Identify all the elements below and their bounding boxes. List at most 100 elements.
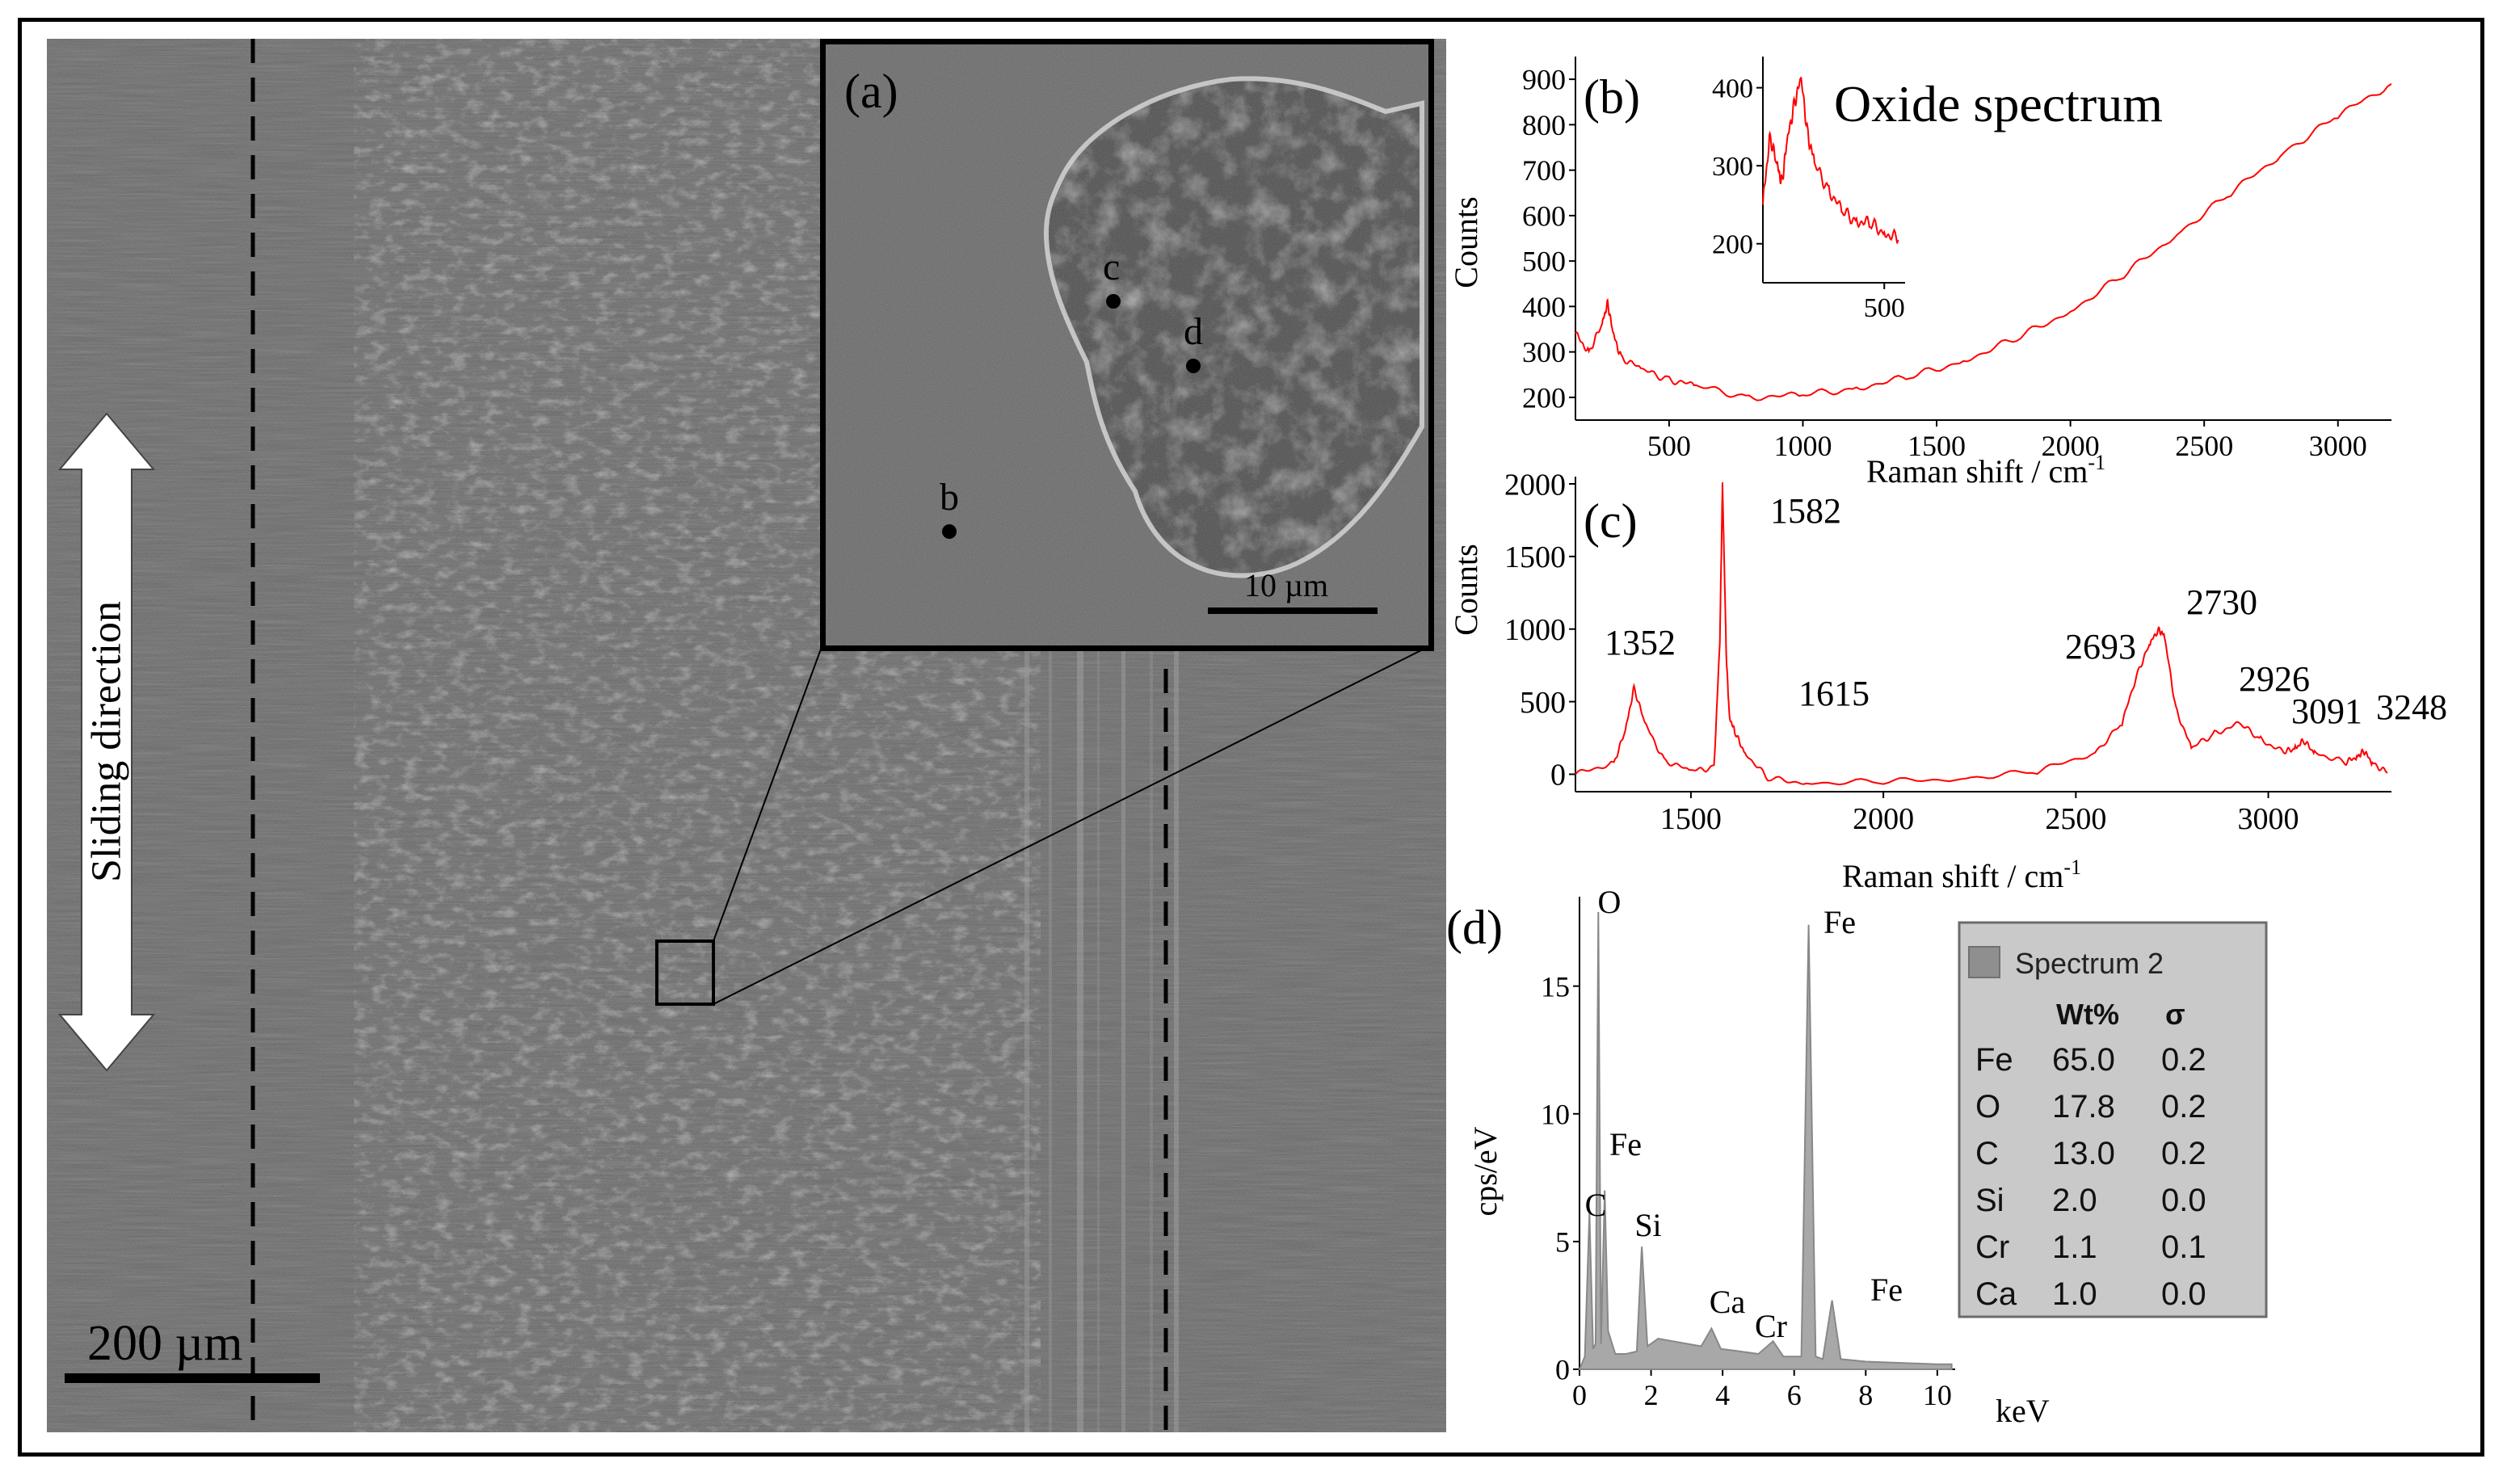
zoom-line-left <box>713 644 823 942</box>
panel-d-label: (d) <box>1446 901 1503 954</box>
plot-d: (d) cps/eV keV 0 2 4 6 8 10051015OFeCSiCaCrFe… <box>1446 884 2050 1429</box>
chart-b-ytick-label: 600 <box>1522 200 1566 232</box>
chart-b-ytick-label: 400 <box>1522 291 1566 323</box>
eds-row-wt: 13.0 <box>2052 1136 2115 1171</box>
eds-row-wt: 65.0 <box>2052 1042 2115 1078</box>
chart-d-annotation: Fe <box>1609 1126 1642 1162</box>
eds-results-table: Spectrum 2 Wt% σ Fe 65.0 0.2 O 17.8 0.2 C 13.0 0… <box>1958 921 2268 1318</box>
point-d-label: d <box>1184 310 1203 353</box>
point-b-marker <box>942 524 957 539</box>
chart-d-xtick-label: 6 <box>1787 1379 1802 1411</box>
chart-d-xtick-label: 2 <box>1644 1379 1659 1411</box>
chart-b-ytick-label: 300 <box>1522 336 1566 368</box>
chart-c-ytick-label: 1000 <box>1504 613 1566 647</box>
chart-d-annotation: C <box>1585 1187 1607 1223</box>
eds-row-element: Cr <box>1975 1230 2009 1265</box>
panel-c-xlabel-sup: -1 <box>2063 856 2081 879</box>
point-c-marker <box>1106 294 1121 309</box>
eds-row-wt: 1.1 <box>2052 1230 2097 1265</box>
chart-d-annotation: O <box>1598 884 1622 920</box>
eds-col-sigma: σ <box>2165 998 2185 1031</box>
chart-c-annotation: 2693 <box>2065 627 2136 666</box>
panel-c-xlabel-text: Raman shift / cm <box>1842 858 2063 894</box>
chart-b-xtick-label: 500 <box>1647 430 1691 462</box>
panel-d-xlabel: keV <box>1996 1393 2050 1429</box>
panel-d-ylabel: cps/eV <box>1467 1126 1504 1216</box>
panel-b-title: Oxide spectrum <box>1834 75 2163 132</box>
figure-frame <box>18 18 2484 1457</box>
panel-c-label: (c) <box>1584 494 1638 548</box>
chart-c-annotation: 3248 <box>2376 687 2447 727</box>
eds-row-sigma: 0.0 <box>2161 1276 2206 1312</box>
panel-b-xlabel: Raman shift / cm-1 <box>1866 451 2105 490</box>
chart-b-inset-ytick-label: 200 <box>1712 230 1753 260</box>
eds-row-wt: 1.0 <box>2052 1276 2097 1312</box>
plot-b: (b) Oxide spectrum Counts Raman shift / … <box>1448 57 2392 490</box>
chart-d-series <box>1578 911 1953 1370</box>
chart-c-series <box>1575 482 2388 786</box>
magnified-region-box <box>655 940 715 1006</box>
chart-b-series <box>1575 82 2392 401</box>
chart-c-ytick-label: 1500 <box>1504 540 1566 574</box>
chart-d-xtick-label: 4 <box>1715 1379 1730 1411</box>
point-c-label: c <box>1103 246 1120 288</box>
eds-row-element: Si <box>1975 1183 2004 1218</box>
chart-d-ytick-label: 10 <box>1541 1098 1570 1130</box>
spectrum-swatch <box>1968 946 2000 978</box>
sem-micrograph: Sliding direction 200 µm <box>47 39 1446 1432</box>
eds-row-sigma: 0.2 <box>2161 1136 2206 1171</box>
panel-b-ylabel: Counts <box>1448 196 1484 288</box>
chart-b-ytick-label: 200 <box>1522 381 1566 414</box>
chart-b-ytick-label: 700 <box>1522 154 1566 187</box>
eds-row-element: Ca <box>1975 1276 2017 1312</box>
inset-border <box>820 39 1434 651</box>
chart-c-xtick-label: 2500 <box>2045 802 2106 836</box>
chart-b-inset-xtick-label: 500 <box>1864 293 1905 323</box>
panel-c-ylabel: Counts <box>1448 544 1484 635</box>
chart-d-xtick-label: 8 <box>1858 1379 1873 1411</box>
eds-row-sigma: 0.1 <box>2161 1230 2206 1265</box>
chart-b-ytick-label: 900 <box>1522 64 1566 96</box>
plot-b-inset: 500 200 300 400 <box>1712 57 1905 323</box>
eds-row-element: Fe <box>1975 1042 2013 1078</box>
chart-d-annotation: Si <box>1634 1207 1661 1243</box>
chart-d-annotation: Fe <box>1823 904 1856 940</box>
eds-table-title: Spectrum 2 <box>2015 947 2164 980</box>
eds-row-sigma: 0.2 <box>2161 1089 2206 1125</box>
point-d-marker <box>1186 359 1201 373</box>
chart-b-xtick-label: 1500 <box>1908 430 1966 462</box>
eds-row-wt: 2.0 <box>2052 1183 2097 1218</box>
chart-b-xtick-label: 2500 <box>2175 430 2233 462</box>
chart-b-xtick-label: 1000 <box>1773 430 1832 462</box>
chart-d-ytick-label: 0 <box>1555 1354 1570 1386</box>
inset-scale-bar-label: 10 µm <box>1244 567 1328 603</box>
eds-row-wt: 17.8 <box>2052 1089 2115 1125</box>
chart-b-inset-ytick-label: 300 <box>1712 152 1753 182</box>
inset-noise <box>820 39 1434 651</box>
panel-c-xlabel: Raman shift / cm-1 <box>1842 856 2081 894</box>
eds-table-panel <box>1958 921 2268 1318</box>
chart-b-ytick-label: 500 <box>1522 246 1566 278</box>
chart-c-xtick-label: 3000 <box>2238 802 2299 836</box>
chart-b-xtick-label: 3000 <box>2309 430 2367 462</box>
chart-d-xtick-label: 0 <box>1572 1379 1587 1411</box>
chart-c-annotation: 2730 <box>2186 582 2257 622</box>
chart-c-xtick-label: 1500 <box>1660 802 1722 836</box>
chart-c-annotation: 3091 <box>2291 692 2362 731</box>
sliding-direction-arrow: Sliding direction <box>57 412 156 1072</box>
eds-row-sigma: 0.0 <box>2161 1183 2206 1218</box>
panel-b-xlabel-sup: -1 <box>2088 451 2105 474</box>
chart-c-annotation: 1615 <box>1798 674 1870 713</box>
eds-col-wt: Wt% <box>2056 998 2119 1031</box>
eds-row-element: O <box>1975 1089 2000 1125</box>
chart-c-xtick-label: 2000 <box>1853 802 1914 836</box>
chart-c-ytick-label: 0 <box>1550 759 1566 792</box>
panel-b-label: (b) <box>1584 70 1640 124</box>
inset-a-label: (a) <box>844 65 898 118</box>
eds-row-element: C <box>1975 1136 1999 1171</box>
scale-bar-label: 200 µm <box>87 1316 242 1371</box>
chart-d-ytick-label: 5 <box>1555 1225 1570 1258</box>
chart-d-xtick-label: 10 <box>1923 1379 1952 1411</box>
panel-b-xlabel-text: Raman shift / cm <box>1866 453 2088 490</box>
chart-d-ytick-label: 15 <box>1541 970 1570 1003</box>
